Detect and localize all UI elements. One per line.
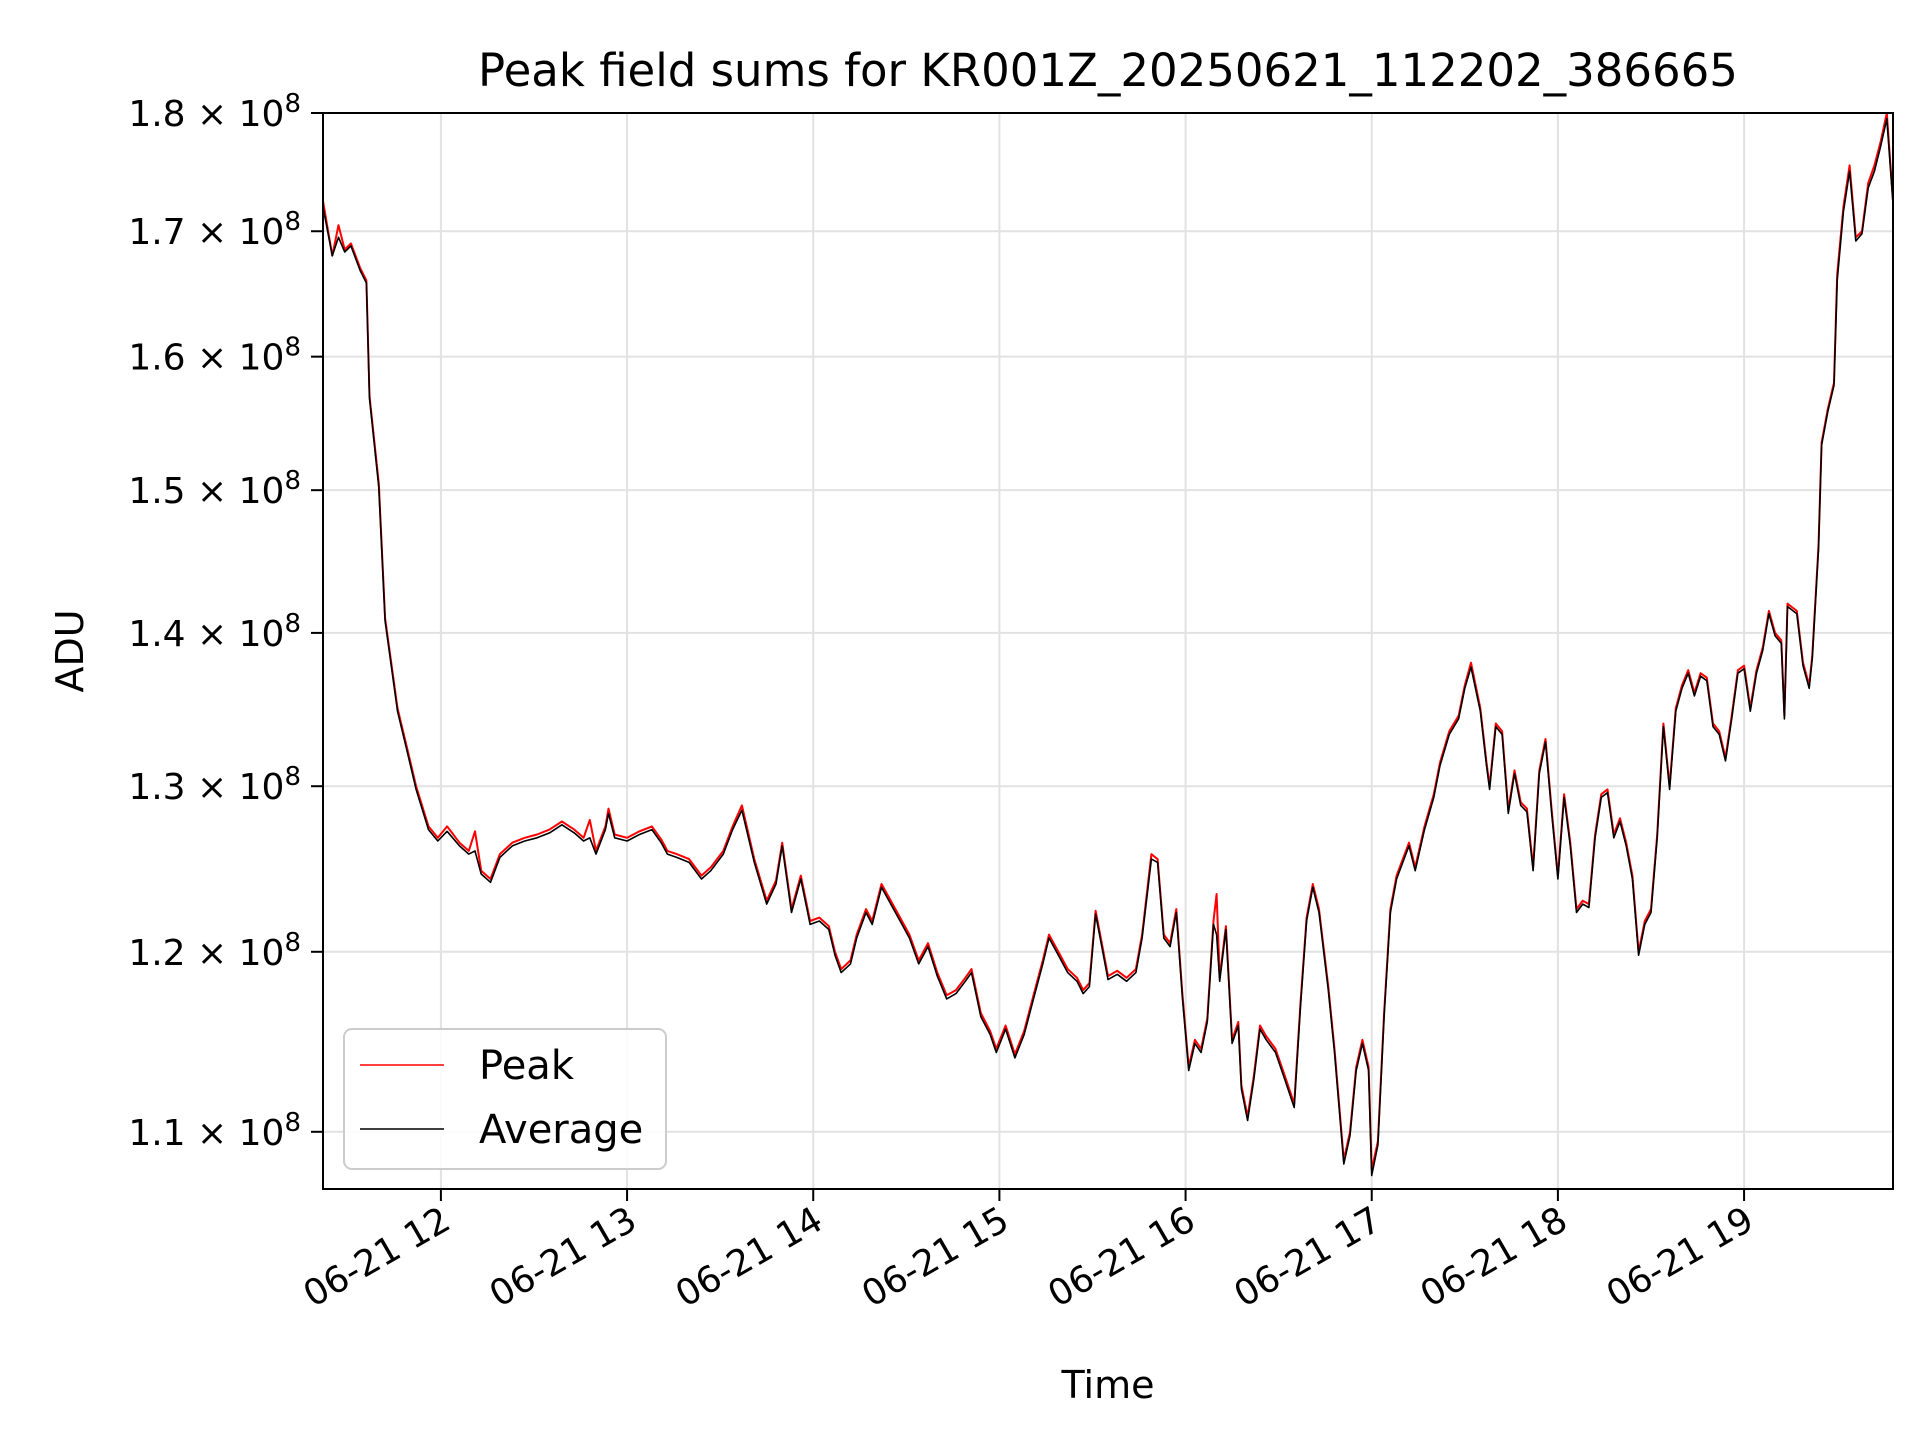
y-tick-base: × 10 <box>197 212 284 253</box>
y-tick-label: 1.8 × 108 <box>128 89 301 135</box>
y-tick-mantissa: 1.2 <box>128 933 197 974</box>
y-tick-exponent: 8 <box>284 609 301 639</box>
series-line-average <box>322 118 1894 1177</box>
x-axis-label: Time <box>1061 1363 1155 1407</box>
legend-label-average: Average <box>479 1107 643 1153</box>
y-tick-exponent: 8 <box>284 207 301 237</box>
legend-box <box>343 1028 667 1170</box>
y-tick-exponent: 8 <box>284 333 301 363</box>
y-tick-base: × 10 <box>197 614 284 655</box>
y-tick-exponent: 8 <box>284 928 301 958</box>
y-tick-exponent: 8 <box>284 1108 301 1138</box>
y-tick-mantissa: 1.4 <box>128 614 197 655</box>
y-tick-exponent: 8 <box>284 89 301 119</box>
y-tick-base: × 10 <box>197 338 284 379</box>
y-tick-label: 1.4 × 108 <box>128 609 301 655</box>
y-tick-base: × 10 <box>197 1113 284 1154</box>
legend: Peak Average <box>343 1028 667 1170</box>
series-line-peak <box>322 112 1894 1171</box>
legend-label-peak: Peak <box>479 1043 575 1089</box>
chart-title: Peak field sums for KR001Z_20250621_1122… <box>478 44 1738 97</box>
y-tick-label: 1.3 × 108 <box>128 762 301 808</box>
y-tick-mantissa: 1.8 <box>128 94 197 135</box>
y-tick-label: 1.6 × 108 <box>128 333 301 379</box>
y-tick-base: × 10 <box>197 471 284 512</box>
y-tick-label: 1.1 × 108 <box>128 1108 301 1154</box>
plot-frame <box>322 112 1894 1190</box>
y-tick-mantissa: 1.6 <box>128 338 197 379</box>
y-tick-mantissa: 1.1 <box>128 1113 197 1154</box>
y-tick-mantissa: 1.7 <box>128 212 197 253</box>
y-tick-base: × 10 <box>197 767 284 808</box>
y-tick-base: × 10 <box>197 933 284 974</box>
y-tick-label: 1.5 × 108 <box>128 466 301 512</box>
y-tick-base: × 10 <box>197 94 284 135</box>
y-tick-exponent: 8 <box>284 466 301 496</box>
y-tick-exponent: 8 <box>284 762 301 792</box>
y-tick-label: 1.2 × 108 <box>128 928 301 974</box>
y-tick-label: 1.7 × 108 <box>128 207 301 253</box>
y-axis-label: ADU <box>48 609 92 692</box>
y-tick-mantissa: 1.5 <box>128 471 197 512</box>
series-lines <box>322 112 1894 1177</box>
y-tick-mantissa: 1.3 <box>128 767 197 808</box>
